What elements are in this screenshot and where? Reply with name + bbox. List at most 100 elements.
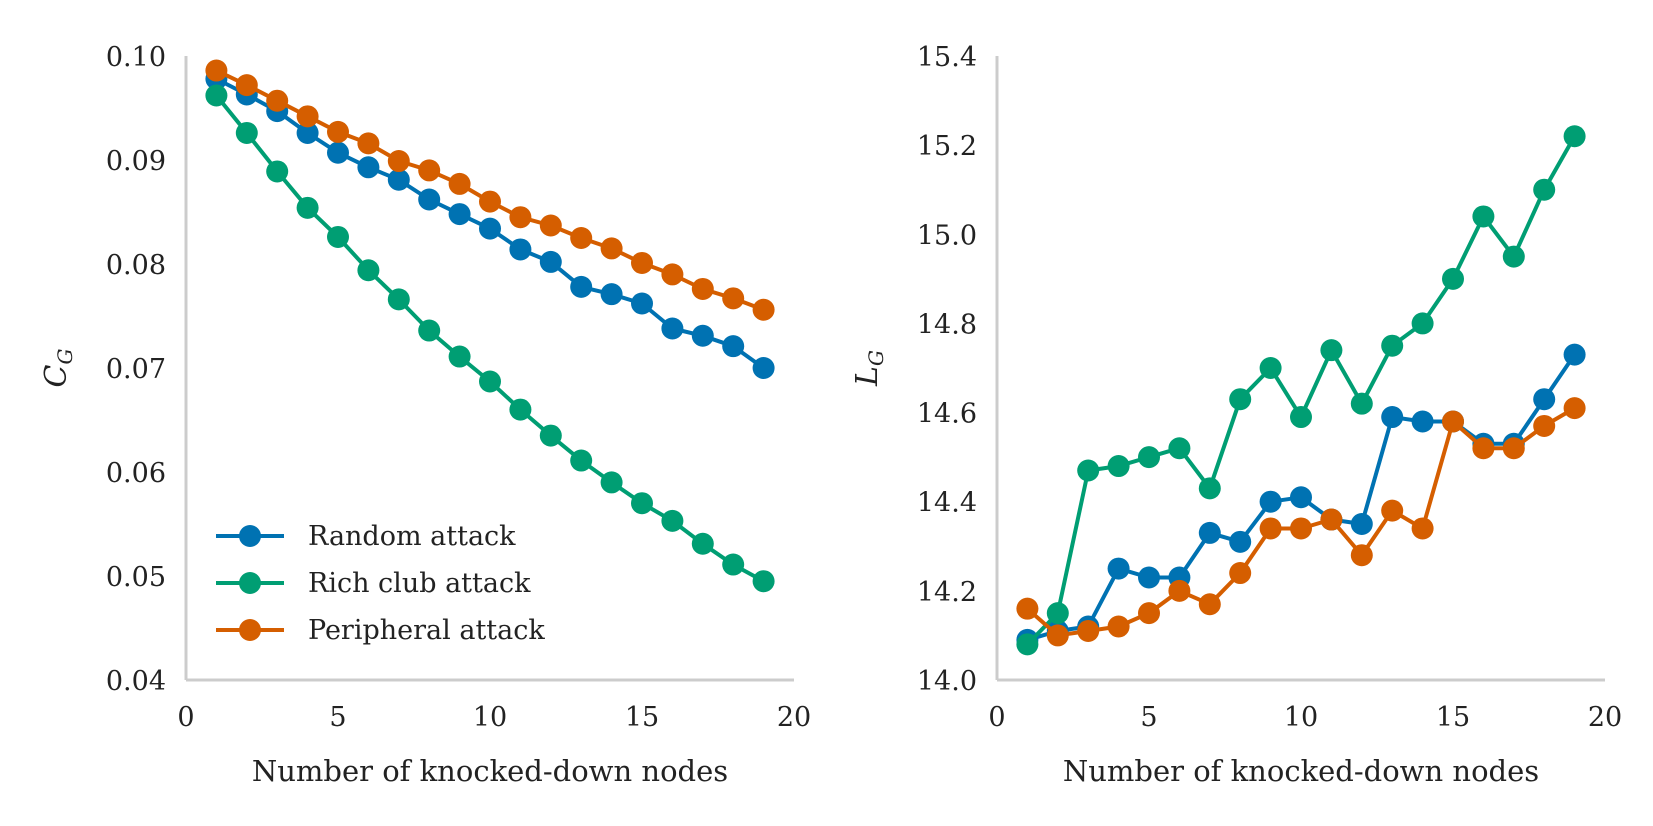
data-point: [570, 275, 593, 298]
data-point: [266, 89, 289, 112]
data-point: [631, 292, 653, 315]
data-point: [691, 324, 714, 347]
x-axis-label: Number of knocked-down nodes: [1063, 754, 1539, 788]
data-point: [600, 471, 623, 494]
data-point: [1168, 579, 1191, 602]
x-tick-label: 15: [1436, 702, 1470, 733]
y-tick-label: 15.4: [917, 42, 977, 73]
data-point: [752, 298, 775, 321]
data-point: [1016, 633, 1039, 656]
data-point: [509, 238, 532, 261]
y-axis-label: CG: [39, 349, 77, 388]
series-random-attack: [1016, 343, 1586, 651]
data-point: [296, 121, 319, 144]
data-point: [1259, 517, 1282, 540]
y-tick-label: 14.2: [917, 577, 977, 608]
data-point: [1411, 517, 1434, 540]
svg-text:CG: CG: [39, 349, 77, 388]
data-point: [1229, 562, 1252, 585]
y-tick-label: 0.04: [106, 666, 166, 697]
legend-label: Peripheral attack: [308, 615, 545, 646]
data-point: [1290, 486, 1312, 509]
data-point: [722, 287, 745, 310]
y-tick-label: 14.4: [917, 488, 977, 519]
y-tick-labels: 0.04 0.05 0.06 0.07 0.08 0.09 0.10: [106, 42, 166, 697]
data-point: [1320, 508, 1343, 531]
y-tick-label: 0.08: [106, 250, 166, 281]
y-tick-label: 0.09: [106, 146, 166, 177]
data-point: [357, 132, 380, 155]
data-point: [1138, 566, 1160, 589]
data-point: [1411, 312, 1434, 335]
legend-label: Rich club attack: [308, 568, 531, 599]
data-point: [1077, 459, 1100, 482]
y-tick-label: 14.8: [917, 309, 977, 340]
legend-swatch-marker: [239, 525, 261, 547]
x-tick-label: 20: [777, 702, 811, 733]
data-point: [205, 84, 228, 107]
series-peripheral-attack: [205, 59, 775, 321]
data-point: [235, 74, 258, 97]
data-point: [1198, 593, 1221, 616]
data-point: [1411, 410, 1434, 433]
data-point: [327, 225, 349, 248]
data-point: [1350, 544, 1373, 567]
x-tick-label: 0: [177, 702, 194, 733]
x-tick-label: 0: [988, 702, 1005, 733]
data-point: [479, 370, 501, 393]
y-tick-label: 14.0: [917, 666, 977, 697]
data-point: [327, 141, 349, 164]
data-point: [357, 259, 380, 282]
data-point: [600, 237, 623, 260]
data-point: [1138, 446, 1160, 469]
data-point: [1168, 437, 1191, 460]
data-point: [448, 172, 471, 195]
data-point: [1259, 357, 1282, 379]
data-point: [539, 214, 562, 237]
series-peripheral-attack: [1016, 397, 1586, 647]
series-line: [214, 94, 765, 583]
data-point: [661, 317, 684, 340]
x-tick-labels: 0 5 10 15 20: [177, 702, 811, 733]
data-point: [1198, 521, 1221, 544]
data-point: [722, 553, 745, 576]
data-point: [1563, 343, 1586, 366]
data-point: [1381, 334, 1404, 357]
x-tick-labels: 0 5 10 15 20: [988, 702, 1622, 733]
data-point: [1290, 517, 1312, 540]
data-point: [631, 251, 653, 274]
data-point: [1442, 410, 1464, 433]
data-point: [1077, 619, 1100, 642]
legend: Random attack Rich club attack Peripheral …: [216, 521, 545, 646]
data-point: [1107, 615, 1130, 638]
series-rich-club-attack: [1016, 125, 1586, 656]
legend-entry: Random attack: [216, 521, 516, 552]
data-point: [1046, 624, 1069, 647]
data-point: [387, 288, 410, 311]
y-axis-label-main: L: [850, 366, 885, 387]
data-point: [327, 120, 349, 143]
legend-entry: Peripheral attack: [216, 615, 545, 646]
data-point: [600, 283, 623, 306]
data-point: [448, 345, 471, 368]
data-point: [1138, 602, 1160, 625]
data-point: [1046, 602, 1069, 625]
legend-entry: Rich club attack: [216, 568, 531, 599]
data-point: [1016, 597, 1039, 620]
data-point: [1472, 437, 1495, 460]
data-point: [1533, 178, 1556, 201]
x-tick-label: 20: [1588, 702, 1622, 733]
data-point: [479, 190, 501, 213]
data-point: [1442, 267, 1464, 290]
series-layer: [205, 59, 775, 593]
x-tick-label: 10: [1284, 702, 1318, 733]
y-tick-label: 15.2: [917, 131, 977, 162]
data-point: [539, 424, 562, 447]
data-point: [296, 196, 319, 219]
data-point: [631, 492, 653, 515]
y-axis-label: LG: [850, 350, 888, 387]
data-point: [387, 168, 410, 191]
data-point: [448, 203, 471, 226]
data-point: [418, 319, 441, 342]
